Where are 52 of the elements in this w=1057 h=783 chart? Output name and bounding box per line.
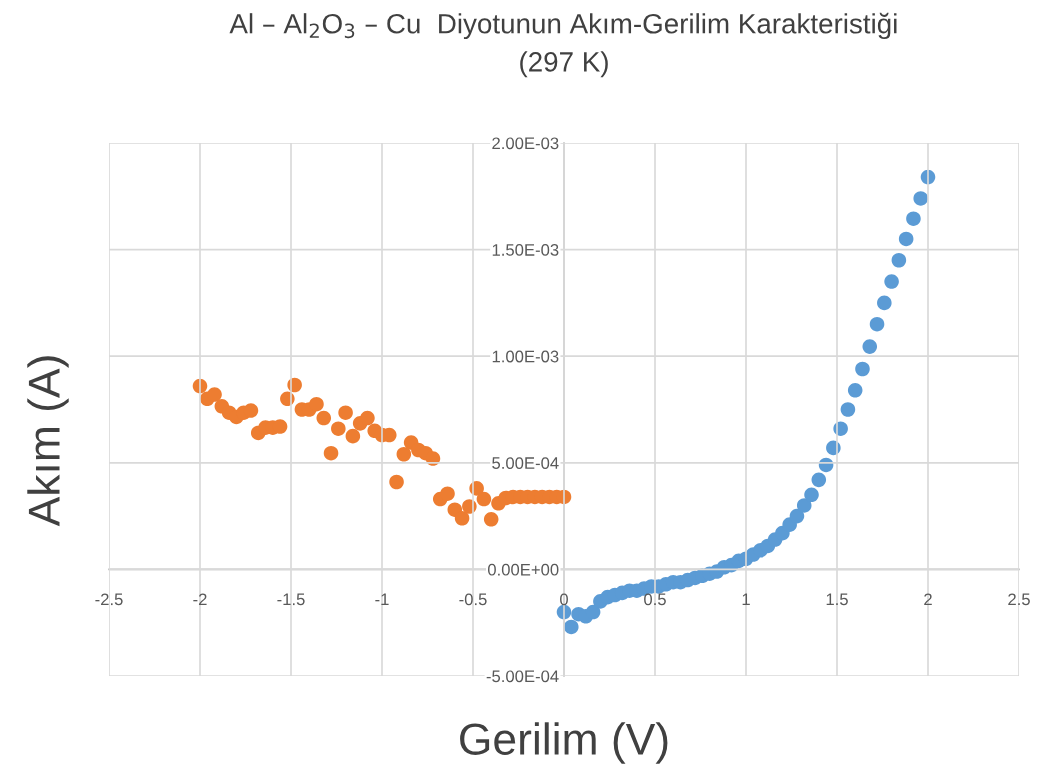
x-axis-title: Gerilim (V): [460, 722, 668, 764]
point: [454, 510, 470, 526]
x-tick-label: -1: [375, 593, 389, 606]
point: [345, 428, 361, 444]
point: [891, 252, 907, 268]
point: [243, 403, 259, 418]
point: [789, 508, 805, 524]
point: [913, 191, 928, 206]
y-tick-label: 0.00E+00: [487, 563, 559, 576]
y-tick-label: 1.50E-03: [492, 244, 559, 256]
x-tick-label: 1: [742, 593, 750, 606]
point: [884, 274, 899, 289]
y-tick-label: 2.00E-03: [492, 137, 559, 150]
point: [564, 619, 579, 635]
y-axis-title: Akım (A): [27, 356, 69, 527]
y-tick-label: 1.00E-03: [492, 350, 559, 363]
point: [476, 491, 492, 507]
point: [207, 387, 222, 402]
x-tick-label: 0: [560, 593, 568, 606]
x-tick-label: 2: [924, 593, 932, 606]
point: [440, 486, 455, 501]
point: [396, 446, 412, 462]
x-tick-label: 1.5: [826, 593, 848, 606]
point: [338, 405, 353, 420]
x-tick-label: 2.5: [1008, 593, 1030, 606]
point: [847, 383, 863, 398]
point: [360, 410, 375, 426]
chart-title: Al – Al$_{2}$O$_{3}$ – Cu Diyotunun Akım-Gerilim Karakteristiği (297 K): [229, 12, 897, 78]
point: [316, 410, 332, 426]
point: [862, 339, 878, 354]
x-tick-label: -2.5: [95, 593, 123, 606]
point: [585, 604, 601, 620]
y-tick-label: 5.00E-04: [492, 457, 559, 469]
point: [869, 316, 885, 332]
point: [877, 295, 892, 311]
point: [898, 231, 914, 247]
point: [389, 474, 404, 490]
point: [811, 472, 827, 488]
point: [855, 361, 870, 377]
x-tick-label: -0.5: [459, 593, 487, 606]
y-tick-label: -5.00E-04: [486, 670, 559, 683]
point: [331, 421, 346, 436]
x-tick-label: -2: [193, 593, 207, 606]
point: [840, 402, 856, 417]
x-tick-label: -1.5: [277, 593, 305, 606]
point: [323, 445, 339, 461]
x-tick-label: 0.5: [644, 593, 666, 606]
point: [796, 498, 812, 513]
point: [309, 396, 324, 412]
point: [483, 512, 499, 527]
point: [906, 211, 921, 226]
point: [804, 487, 819, 503]
